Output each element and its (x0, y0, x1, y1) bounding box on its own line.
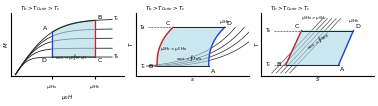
Text: $w_{out}=\oint T\delta S$: $w_{out}=\oint T\delta S$ (305, 30, 332, 52)
Text: B: B (277, 62, 281, 67)
Y-axis label: T: T (254, 43, 259, 46)
Polygon shape (157, 27, 225, 66)
Polygon shape (286, 31, 353, 65)
Text: $T_b$: $T_b$ (113, 52, 120, 61)
Text: D: D (42, 58, 46, 63)
Y-axis label: M: M (4, 42, 9, 47)
Text: $\mu_0 H_a>\mu_0 H_c$: $\mu_0 H_a>\mu_0 H_c$ (301, 14, 327, 22)
Text: $T_c$: $T_c$ (265, 60, 272, 69)
Text: $T_c$: $T_c$ (113, 14, 120, 23)
Text: $T_b$: $T_b$ (265, 26, 272, 35)
Text: A: A (341, 67, 345, 72)
Polygon shape (52, 20, 94, 57)
Y-axis label: T: T (129, 43, 134, 46)
Text: $T_c$: $T_c$ (139, 62, 146, 71)
Text: B: B (98, 15, 102, 20)
X-axis label: S: S (316, 77, 319, 82)
Text: B: B (148, 64, 153, 69)
Text: C: C (98, 58, 102, 63)
Text: C: C (166, 21, 170, 26)
X-axis label: $\mu_0 H$: $\mu_0 H$ (61, 93, 73, 102)
Text: A: A (211, 69, 215, 74)
Text: D: D (355, 24, 360, 29)
Text: $T_b>T_{Curie}>T_c$: $T_b>T_{Curie}>T_c$ (145, 4, 185, 13)
Text: $T_A$: $T_A$ (139, 23, 146, 32)
Text: D: D (226, 21, 231, 26)
Text: $T_b>T_{Curie}>T_c$: $T_b>T_{Curie}>T_c$ (20, 4, 60, 13)
Text: $w_{out}=\mu_0\oint M\,dH$: $w_{out}=\mu_0\oint M\,dH$ (55, 52, 88, 62)
X-axis label: s: s (191, 77, 194, 82)
Text: $\mu_0 H_b$: $\mu_0 H_b$ (348, 17, 359, 25)
Text: $\mu_0 H_c>\mu_0\ H_a$: $\mu_0 H_c>\mu_0\ H_a$ (160, 45, 187, 53)
Text: C: C (294, 24, 299, 29)
Text: $w_{out}=\oint T\,ds$: $w_{out}=\oint T\,ds$ (176, 53, 202, 63)
Text: A: A (43, 26, 48, 31)
Text: $T_b>T_{Curie}>T_c$: $T_b>T_{Curie}>T_c$ (270, 4, 310, 13)
Text: $\mu_0 H_b$: $\mu_0 H_b$ (219, 18, 231, 26)
